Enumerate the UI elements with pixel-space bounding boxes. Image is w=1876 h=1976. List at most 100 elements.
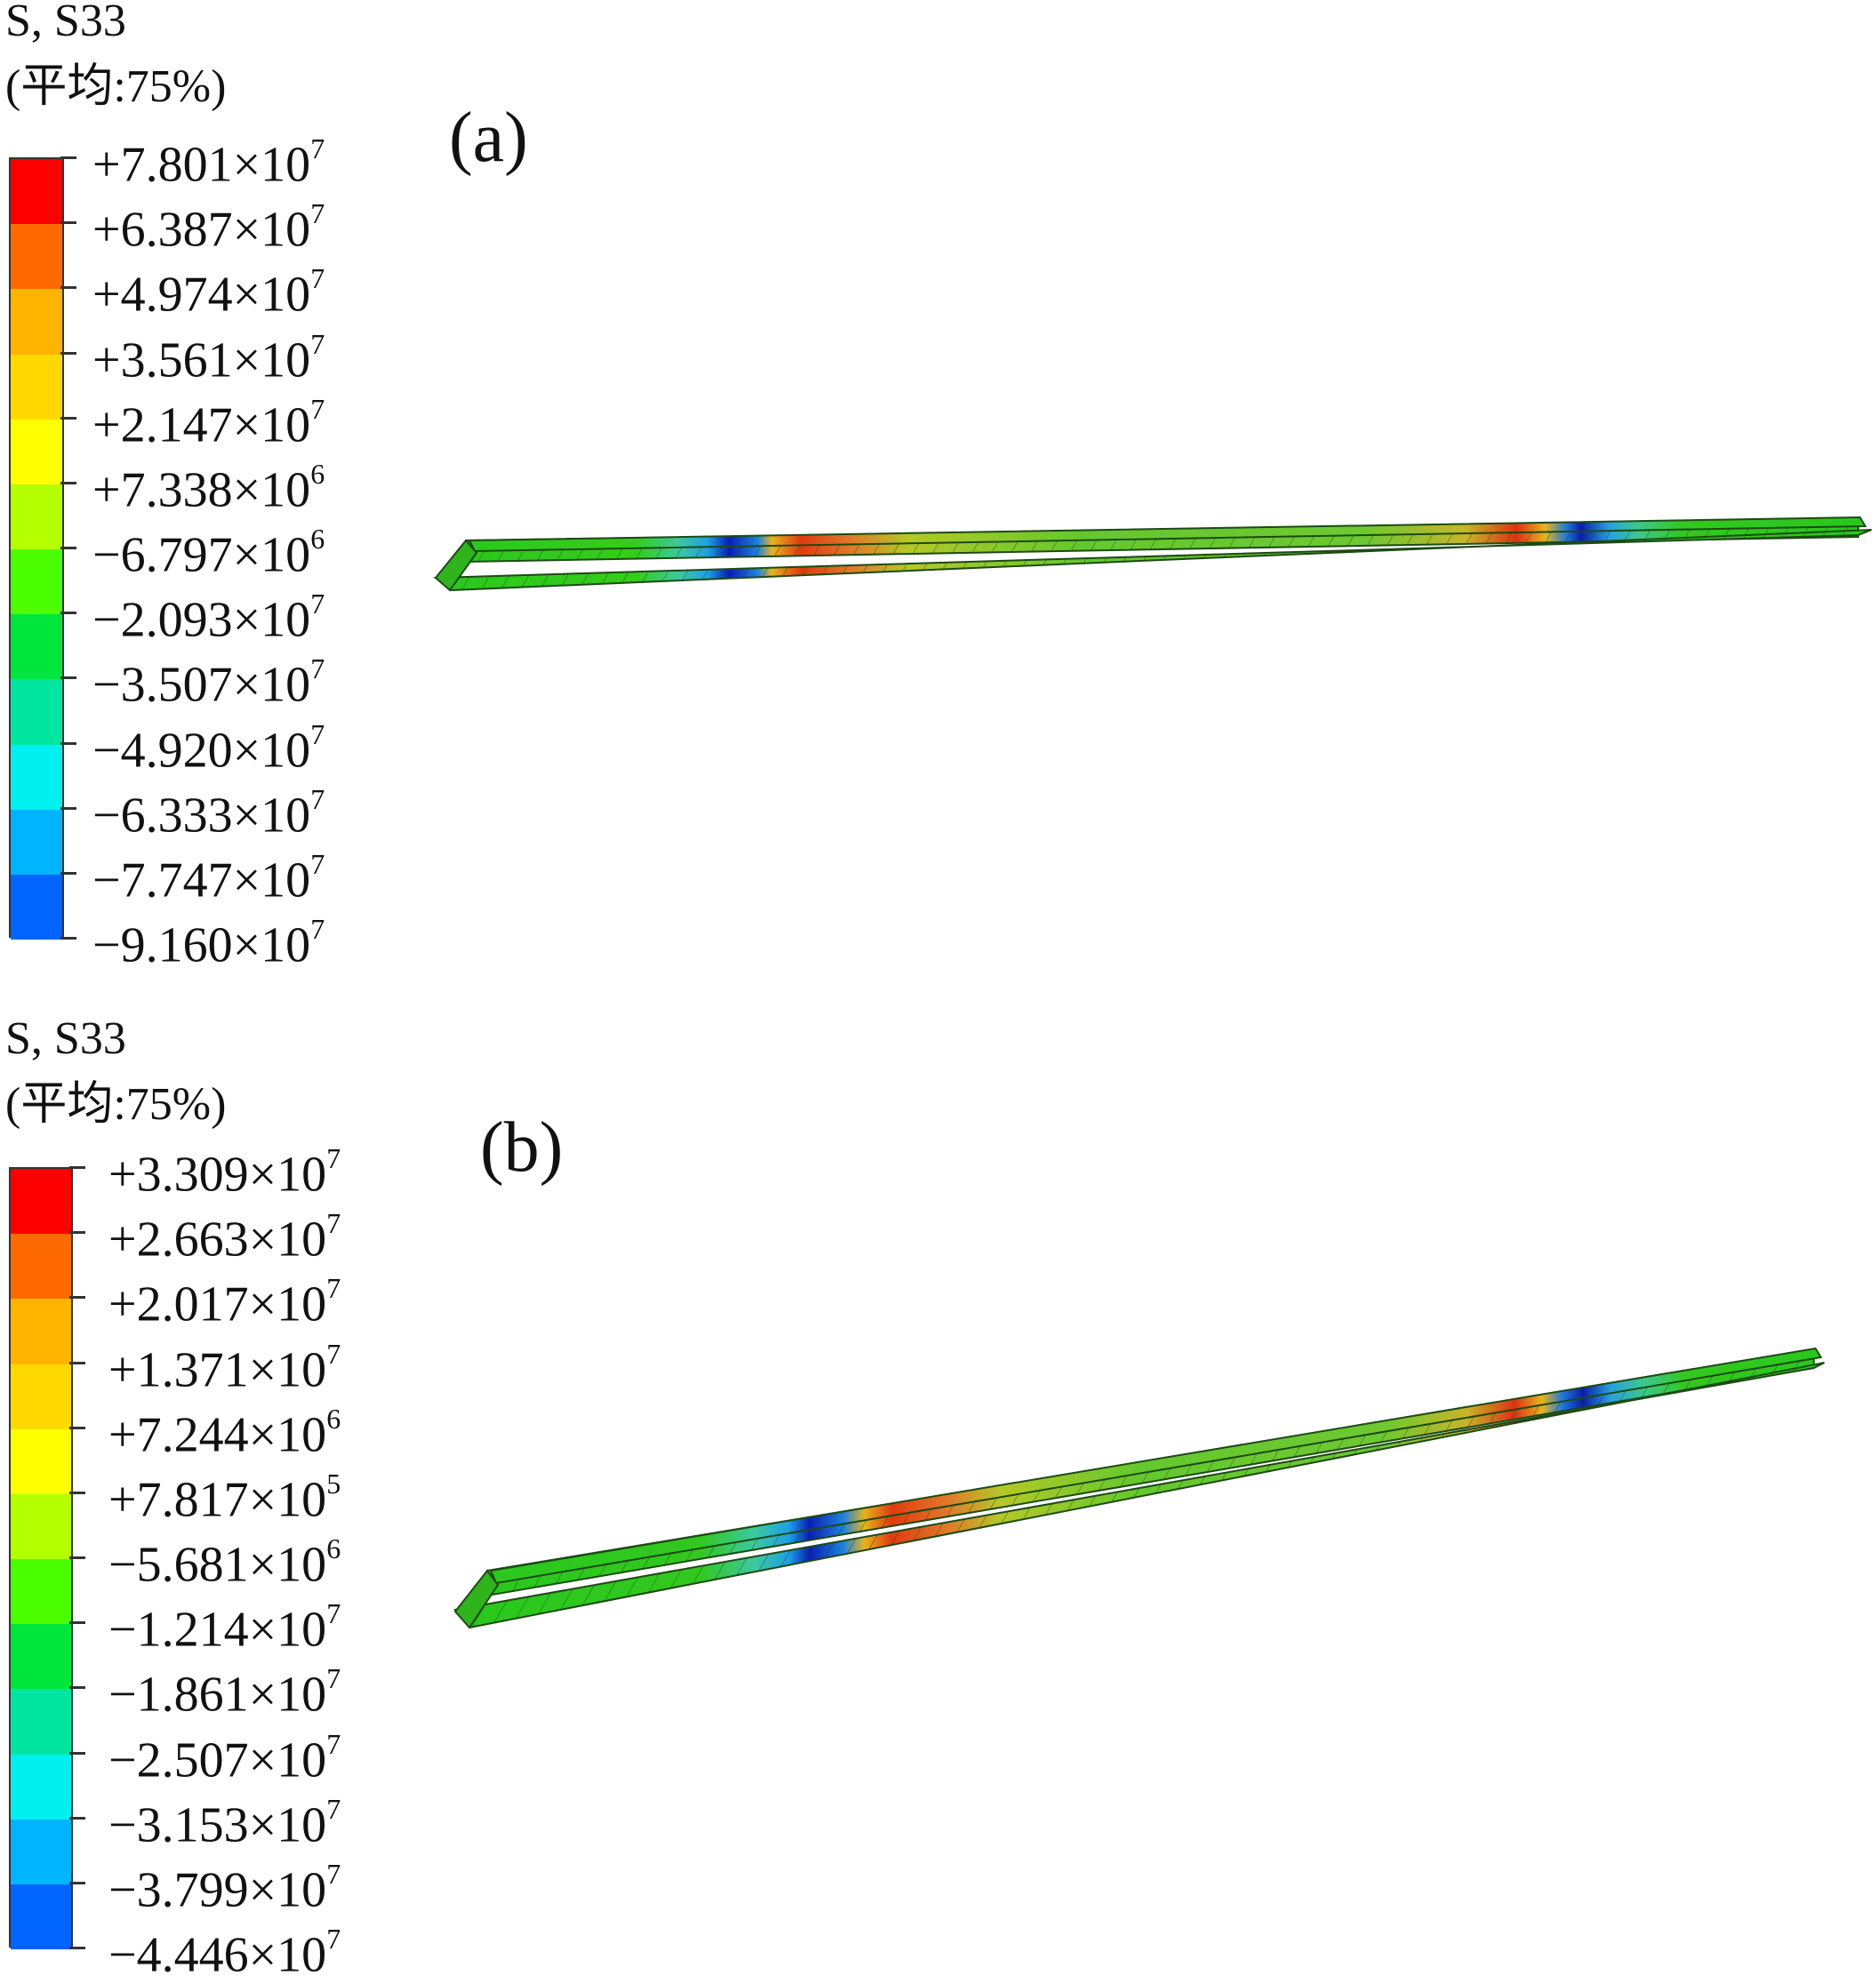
variable-title: S, S33 bbox=[5, 1013, 126, 1064]
legend-tick bbox=[69, 1556, 85, 1559]
legend-value-times: ×10 bbox=[232, 657, 311, 713]
legend-value-exponent: 7 bbox=[326, 1792, 341, 1825]
legend-tick bbox=[69, 1816, 85, 1820]
legend-value-times: ×10 bbox=[232, 917, 311, 973]
legend-value-times: ×10 bbox=[232, 462, 311, 518]
legend-tick bbox=[60, 351, 76, 355]
legend-value-exponent: 6 bbox=[310, 457, 325, 490]
legend-color-band bbox=[11, 1819, 71, 1885]
legend-color-band bbox=[11, 614, 62, 680]
legend-value-label: +4.974×107 bbox=[92, 257, 325, 322]
legend-value-times: ×10 bbox=[248, 1667, 327, 1723]
legend-value-times: ×10 bbox=[248, 1472, 327, 1528]
panel-label-a: (a) bbox=[449, 99, 528, 177]
legend-value-exponent: 7 bbox=[310, 262, 325, 295]
legend-color-band bbox=[11, 1169, 71, 1235]
legend-value-mantissa: −9.160 bbox=[92, 917, 233, 973]
legend-value-exponent: 7 bbox=[326, 1207, 341, 1240]
legend-value-exponent: 7 bbox=[326, 1337, 341, 1370]
legend-tick bbox=[60, 676, 76, 680]
legend-value-label: −3.507×107 bbox=[92, 647, 325, 712]
legend-value-exponent: 7 bbox=[310, 717, 325, 750]
legend-tick bbox=[69, 1621, 85, 1625]
legend-value-label: +3.309×107 bbox=[108, 1137, 341, 1202]
legend-value-times: ×10 bbox=[232, 267, 311, 323]
legend-value-label: −2.093×107 bbox=[92, 582, 325, 647]
legend-value-exponent: 6 bbox=[326, 1532, 341, 1564]
panel-a: S, S33 (平均:75%) (a) +7.801×107 +6.387×107… bbox=[5, 0, 1872, 973]
legend-value-times: ×10 bbox=[248, 1342, 327, 1398]
legend-value-mantissa: +7.817 bbox=[108, 1472, 249, 1528]
legend-value-mantissa: +4.974 bbox=[92, 267, 233, 323]
legend-tick bbox=[60, 612, 76, 615]
legend-value-times: ×10 bbox=[232, 592, 311, 648]
legend-value-mantissa: +3.309 bbox=[108, 1147, 249, 1203]
legend-value-mantissa: −1.861 bbox=[108, 1667, 249, 1723]
legend-value-label: −1.214×107 bbox=[108, 1592, 341, 1657]
legend-value-exponent: 7 bbox=[310, 588, 325, 620]
legend-tick bbox=[60, 286, 76, 290]
legend-value-times: ×10 bbox=[248, 1407, 327, 1463]
legend-value-mantissa: +1.371 bbox=[108, 1342, 249, 1398]
legend-value-mantissa: −7.747 bbox=[92, 852, 233, 908]
legend-value-times: ×10 bbox=[232, 202, 311, 258]
legend-tick bbox=[69, 1296, 85, 1300]
legend-tick bbox=[69, 1491, 85, 1494]
legend-value-mantissa: −6.333 bbox=[92, 788, 233, 844]
variable-title: S, S33 bbox=[5, 0, 126, 46]
legend-value-label: −6.333×107 bbox=[92, 778, 325, 843]
legend-value-label: −4.446×107 bbox=[108, 1917, 341, 1976]
averaging-label: (平均:75%) bbox=[5, 1079, 227, 1130]
legend-value-label: −5.681×106 bbox=[108, 1527, 341, 1592]
averaging-label: (平均:75%) bbox=[5, 61, 227, 112]
legend-tick bbox=[60, 156, 76, 159]
legend-value-exponent: 6 bbox=[310, 523, 325, 555]
legend-value-mantissa: +7.338 bbox=[92, 462, 233, 518]
legend-color-band bbox=[11, 809, 62, 876]
legend-tick bbox=[60, 937, 76, 940]
legend-value-times: ×10 bbox=[248, 1732, 327, 1788]
legend-value-times: ×10 bbox=[232, 852, 311, 908]
legend-color-band bbox=[11, 549, 62, 615]
legend-value-mantissa: −1.214 bbox=[108, 1602, 249, 1658]
legend-value-exponent: 6 bbox=[326, 1402, 341, 1435]
legend-value-exponent: 7 bbox=[310, 327, 325, 360]
legend-tick bbox=[69, 1231, 85, 1235]
legend-value-times: ×10 bbox=[248, 1862, 327, 1918]
legend-value-exponent: 7 bbox=[310, 782, 325, 815]
legend-value-times: ×10 bbox=[232, 788, 311, 844]
legend-color-band bbox=[11, 1624, 71, 1690]
legend-value-label: +7.817×105 bbox=[108, 1462, 341, 1527]
legend-value-times: ×10 bbox=[232, 527, 311, 583]
legend-tick bbox=[60, 871, 76, 875]
legend-value-mantissa: −6.797 bbox=[92, 527, 233, 583]
legend-color-band bbox=[11, 419, 62, 485]
legend-value-exponent: 7 bbox=[310, 847, 325, 880]
legend-value-label: +2.663×107 bbox=[108, 1202, 341, 1267]
legend-value-label: +2.147×107 bbox=[92, 388, 325, 452]
legend-tick bbox=[69, 1947, 85, 1949]
legend-value-mantissa: −3.507 bbox=[92, 657, 233, 713]
legend-value-exponent: 7 bbox=[326, 1142, 341, 1174]
legend-value-times: ×10 bbox=[232, 137, 311, 193]
legend-value-label: −4.920×107 bbox=[92, 713, 325, 778]
beam-stress-contour bbox=[433, 516, 1872, 592]
legend-color-band bbox=[11, 484, 62, 550]
legend-value-mantissa: +6.387 bbox=[92, 202, 233, 258]
legend-value-label: −6.797×106 bbox=[92, 517, 325, 582]
legend-color-band bbox=[11, 1428, 71, 1495]
legend-value-times: ×10 bbox=[248, 1147, 327, 1203]
legend-value-label: +7.338×106 bbox=[92, 452, 325, 517]
legend-value-label: +7.244×106 bbox=[108, 1397, 341, 1462]
legend-value-exponent: 5 bbox=[326, 1467, 341, 1500]
legend-value-exponent: 7 bbox=[326, 1272, 341, 1305]
legend-value-mantissa: +2.663 bbox=[108, 1212, 249, 1268]
legend-value-label: +1.371×107 bbox=[108, 1332, 341, 1397]
legend-value-exponent: 7 bbox=[310, 392, 325, 425]
legend-value-times: ×10 bbox=[248, 1276, 327, 1332]
legend-value-mantissa: −5.681 bbox=[108, 1537, 249, 1593]
legend-value-mantissa: −3.153 bbox=[108, 1797, 249, 1853]
legend-tick bbox=[69, 1166, 85, 1169]
panel-b: S, S33 (平均:75%) (b) +3.309×107 +2.663×107… bbox=[0, 988, 1876, 1976]
